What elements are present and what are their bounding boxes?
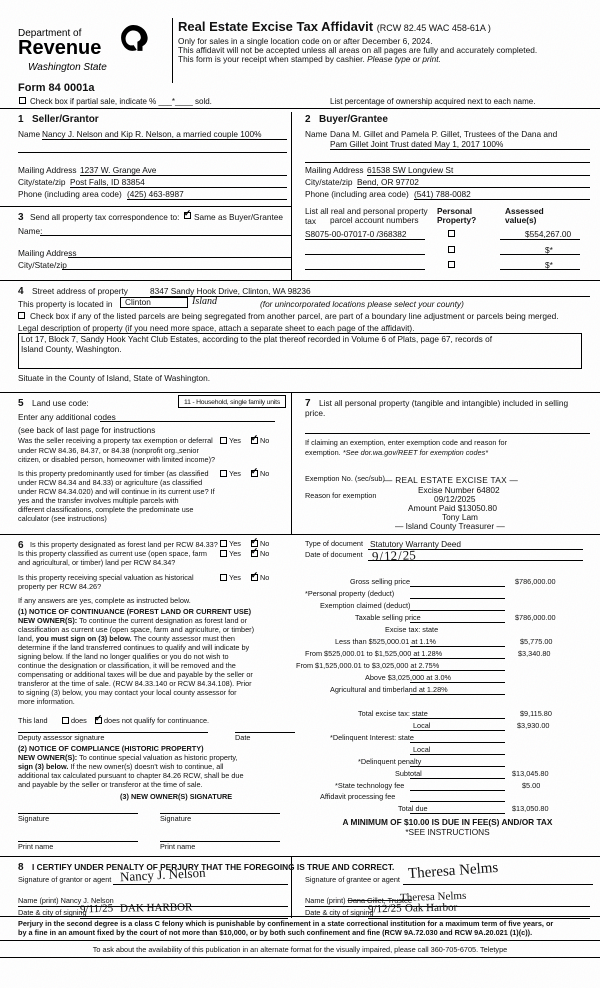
svg-text:Revenue: Revenue (18, 37, 101, 59)
svg-text:Washington State: Washington State (28, 62, 107, 73)
